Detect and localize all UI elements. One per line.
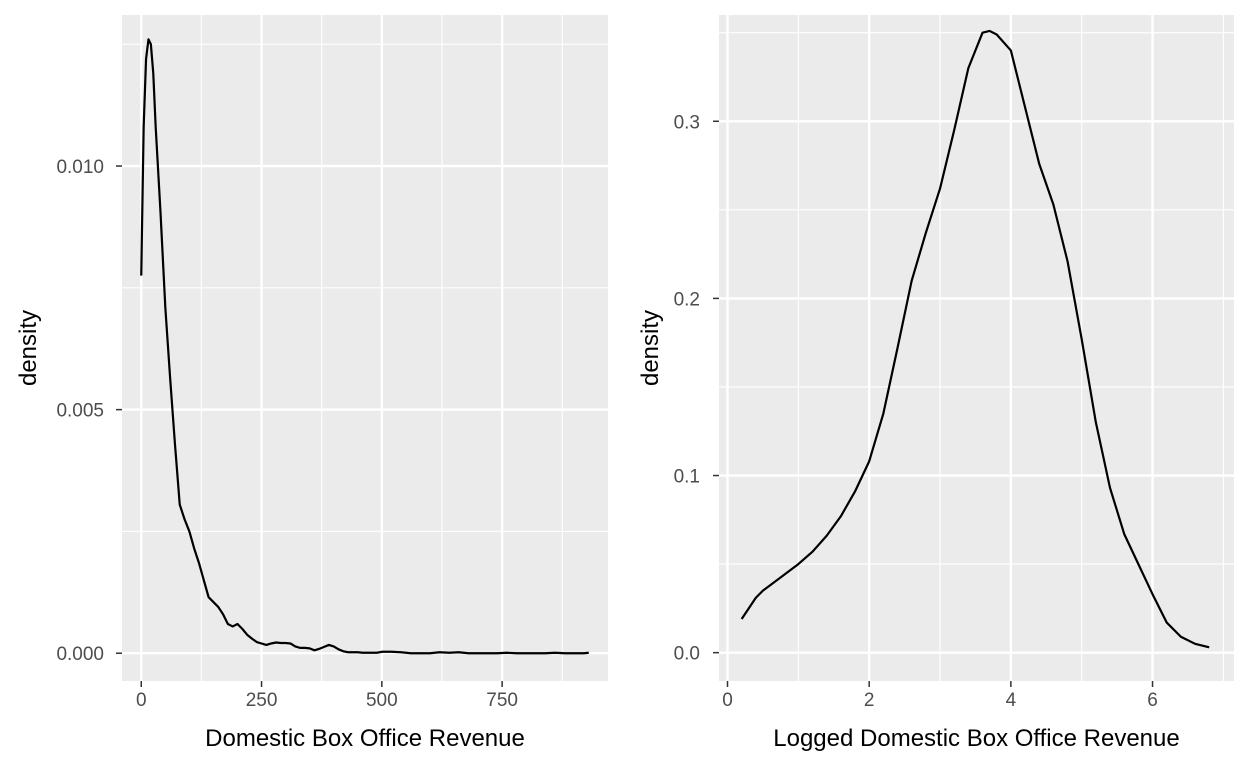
y-axis-title: density [637, 310, 664, 386]
y-tick-label: 0.1 [674, 467, 700, 488]
plot-panel-background [122, 15, 608, 681]
x-tick-label: 750 [486, 690, 518, 711]
x-tick-label: 4 [1006, 690, 1017, 711]
x-tick-label: 0 [136, 690, 147, 711]
x-axis-title: Domestic Box Office Revenue [205, 725, 525, 752]
x-tick-label: 500 [366, 690, 398, 711]
y-tick-label: 0.010 [56, 157, 104, 178]
y-tick-label: 0.005 [56, 401, 104, 422]
x-tick-label: 0 [722, 690, 733, 711]
x-tick-label: 250 [246, 690, 278, 711]
y-tick-label: 0.0 [674, 644, 700, 665]
panel-left: 0 250 500 750 0.000 0.005 0.010 Domestic Box Of… [15, 15, 608, 752]
density-curve [140, 38, 589, 655]
x-tick-label: 6 [1147, 690, 1158, 711]
x-tick-label: 2 [864, 690, 875, 711]
y-tick-label: 0.2 [674, 289, 700, 310]
x-axis-title: Logged Domestic Box Office Revenue [773, 725, 1179, 752]
y-tick-label: 0.000 [56, 644, 104, 665]
density-curve [740, 29, 1210, 649]
panel-right: 0 2 4 6 0.0 0.1 0.2 0.3 Logged Domestic Box Offi… [637, 15, 1234, 752]
plot-panel-background [719, 15, 1234, 681]
y-axis-title: density [15, 310, 42, 386]
y-tick-label: 0.3 [674, 112, 700, 133]
